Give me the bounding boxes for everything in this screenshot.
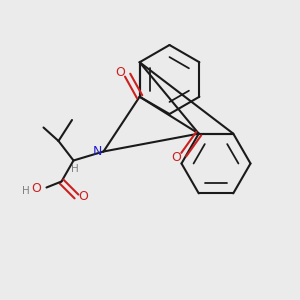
Text: O: O bbox=[78, 190, 88, 203]
Text: H: H bbox=[22, 186, 30, 196]
Text: N: N bbox=[93, 145, 102, 158]
Text: O: O bbox=[115, 66, 125, 79]
Text: O: O bbox=[171, 151, 181, 164]
Text: H: H bbox=[71, 164, 79, 174]
Text: O: O bbox=[31, 182, 41, 196]
